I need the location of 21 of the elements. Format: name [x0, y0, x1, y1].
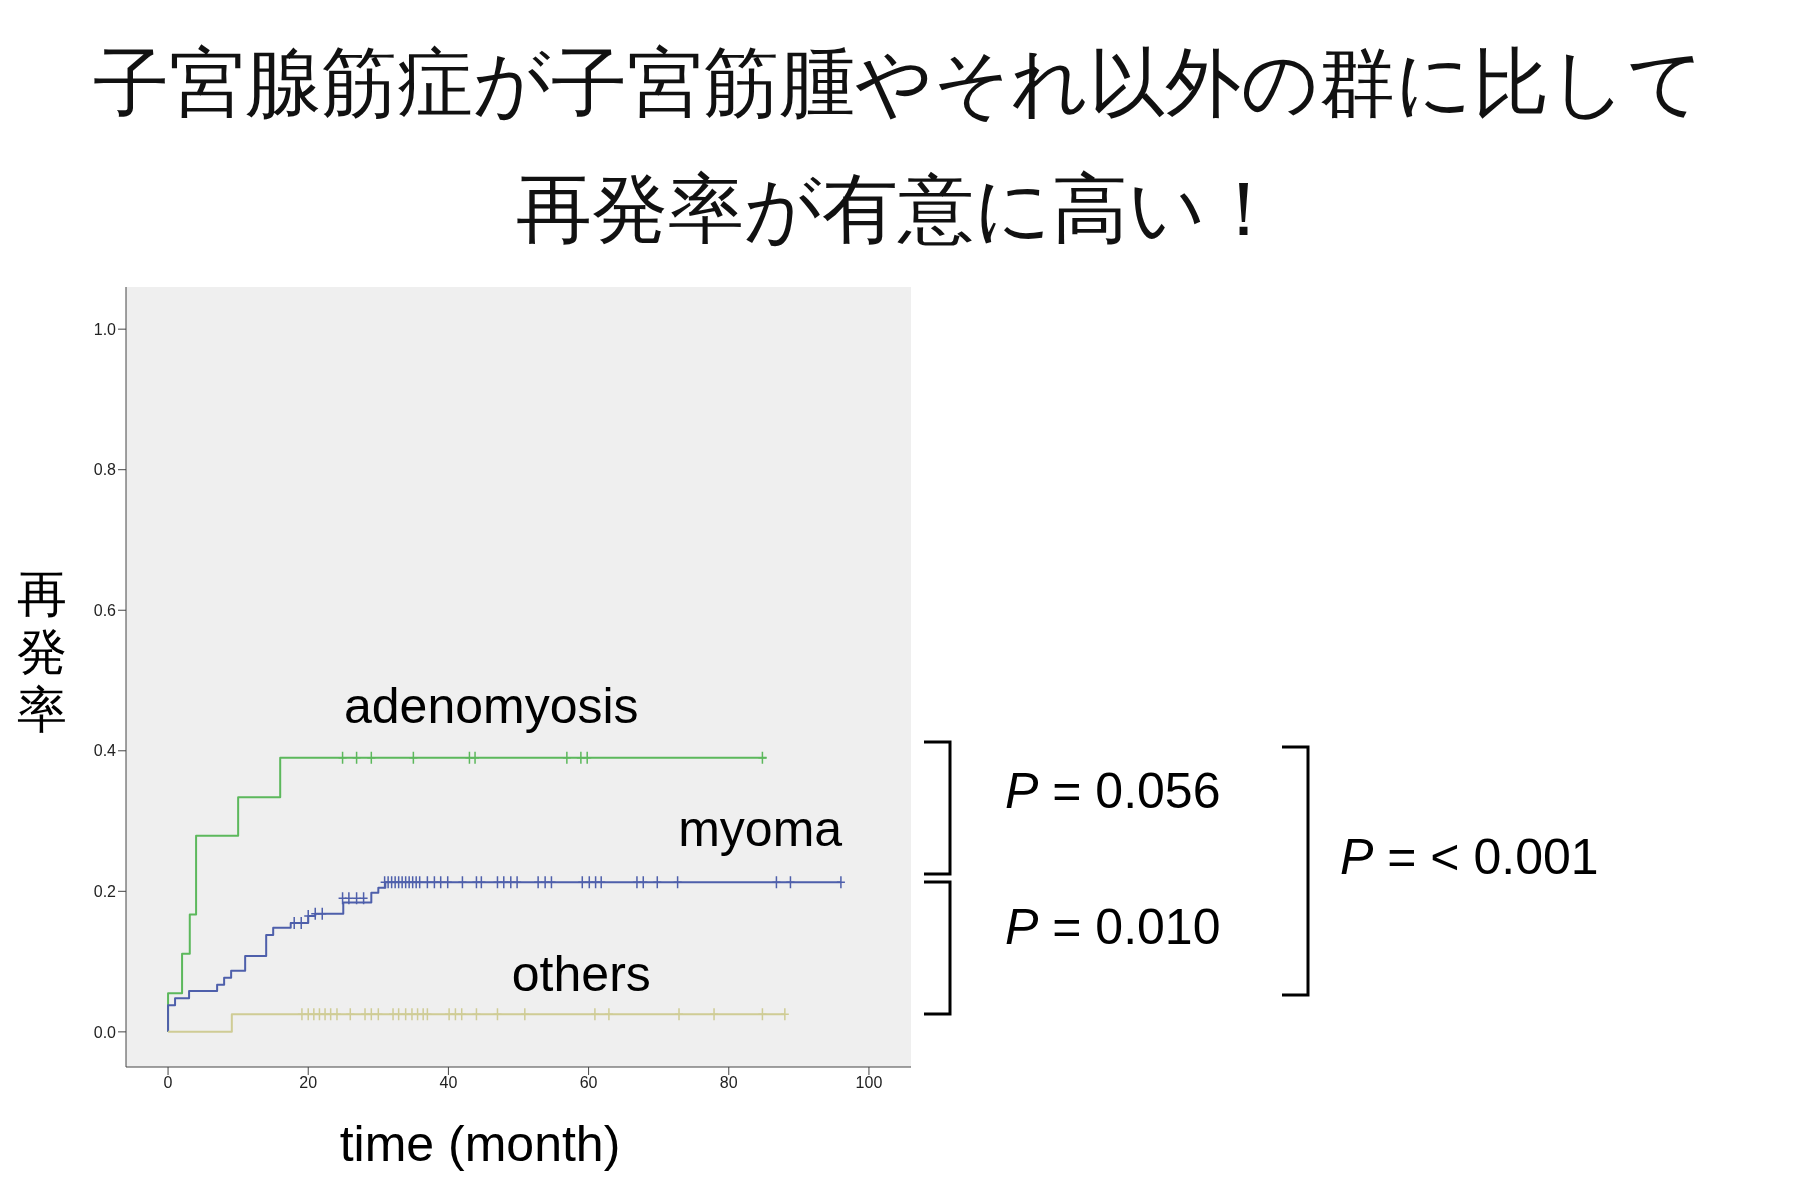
y-tick-label: 0.0 — [93, 1023, 117, 1041]
text: P = 0.056 — [1005, 763, 1221, 819]
series-label: myoma — [677, 800, 844, 860]
y-tick-label: 1.0 — [93, 320, 117, 338]
y-tick-label: 0.2 — [93, 883, 117, 900]
series-label: adenomyosis — [342, 676, 640, 736]
x-tick-label: 100 — [855, 1074, 883, 1092]
chart-title: 子宮腺筋症が子宮筋腫やそれ以外の群に比して再発率が有意に高い！ — [92, 37, 1706, 255]
x-axis-title: time (month) — [338, 1115, 622, 1173]
text: P = 0.010 — [1005, 899, 1221, 955]
x-tick-label: 20 — [299, 1074, 318, 1092]
y-tick-label: 0.8 — [93, 461, 117, 479]
y-tick-label: 0.4 — [93, 742, 117, 760]
y-tick-label: 0.6 — [93, 601, 117, 619]
x-tick-label: 40 — [439, 1074, 458, 1092]
text: P = < 0.001 — [1340, 829, 1599, 885]
x-tick-label: 0 — [163, 1074, 173, 1092]
x-tick-label: 60 — [579, 1074, 598, 1092]
series-label: others — [510, 945, 652, 1005]
x-tick-label: 80 — [719, 1074, 738, 1092]
y-axis-title: 再発率 — [16, 565, 68, 739]
